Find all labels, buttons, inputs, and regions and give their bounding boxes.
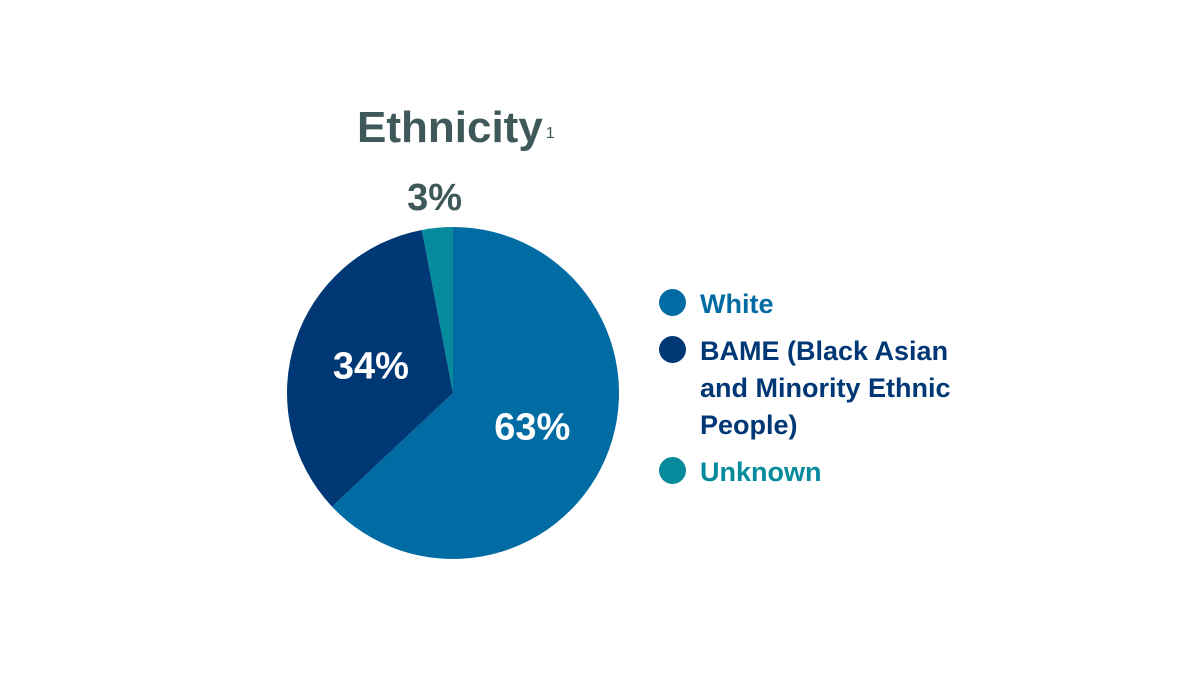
legend-label-white: White bbox=[700, 289, 774, 319]
legend-swatch-white bbox=[659, 289, 686, 316]
data-label-bame: 34% bbox=[333, 345, 409, 387]
chart-title-text: Ethnicity bbox=[357, 103, 543, 152]
pie-slice-white bbox=[331, 227, 619, 559]
legend-item-unknown: Unknown bbox=[659, 454, 980, 491]
legend-swatch-bame bbox=[659, 336, 686, 363]
chart-title: Ethnicity 1 bbox=[357, 100, 555, 156]
legend-swatch-unknown bbox=[659, 457, 686, 484]
legend-label-unknown: Unknown bbox=[700, 457, 822, 487]
legend-label-bame: BAME (Black Asian and Minority Ethnic Pe… bbox=[700, 336, 951, 440]
data-label-unknown: 3% bbox=[407, 177, 462, 219]
title-footnote-marker: 1 bbox=[545, 125, 555, 142]
data-label-white: 63% bbox=[494, 406, 570, 448]
pie-slice-unknown bbox=[421, 227, 453, 393]
legend-item-white: White bbox=[659, 286, 980, 323]
pie-slice-bame bbox=[287, 229, 453, 507]
chart-legend: White BAME (Black Asian and Minority Ethn… bbox=[659, 286, 980, 501]
legend-item-bame: BAME (Black Asian and Minority Ethnic Pe… bbox=[659, 333, 980, 444]
